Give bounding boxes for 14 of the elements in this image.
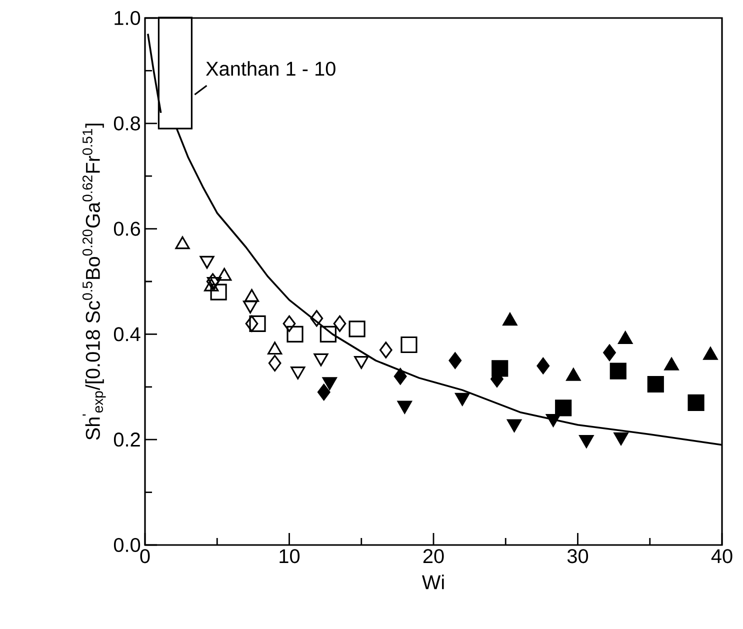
y-tick-label: 1.0 (114, 10, 140, 26)
y-tick-label: 0.8 (114, 116, 140, 130)
x-tick-label: 30 (567, 549, 588, 564)
x-tick-label: 10 (280, 549, 300, 564)
text: Sh$^{'}$$_{exp}$/[0.018 Sc$^{0.5}$Bo$^{0.20}$Ga$^{0.62}$Fr$^{0.51}$] (82, 124, 106, 440)
y-tick-label: 0.0 (114, 538, 140, 552)
x-tick-label: 0 (140, 549, 150, 564)
x-axis-title: Wi (422, 574, 444, 590)
y-tick-label: 0.4 (114, 327, 140, 342)
y-tick-label: 0.2 (114, 432, 140, 447)
y-tick-label: 0.6 (114, 222, 140, 236)
x-tick-label: 40 (711, 549, 732, 564)
annotation: Xanthan 1 - 10 (206, 61, 336, 76)
x-tick-label: 20 (423, 549, 444, 564)
